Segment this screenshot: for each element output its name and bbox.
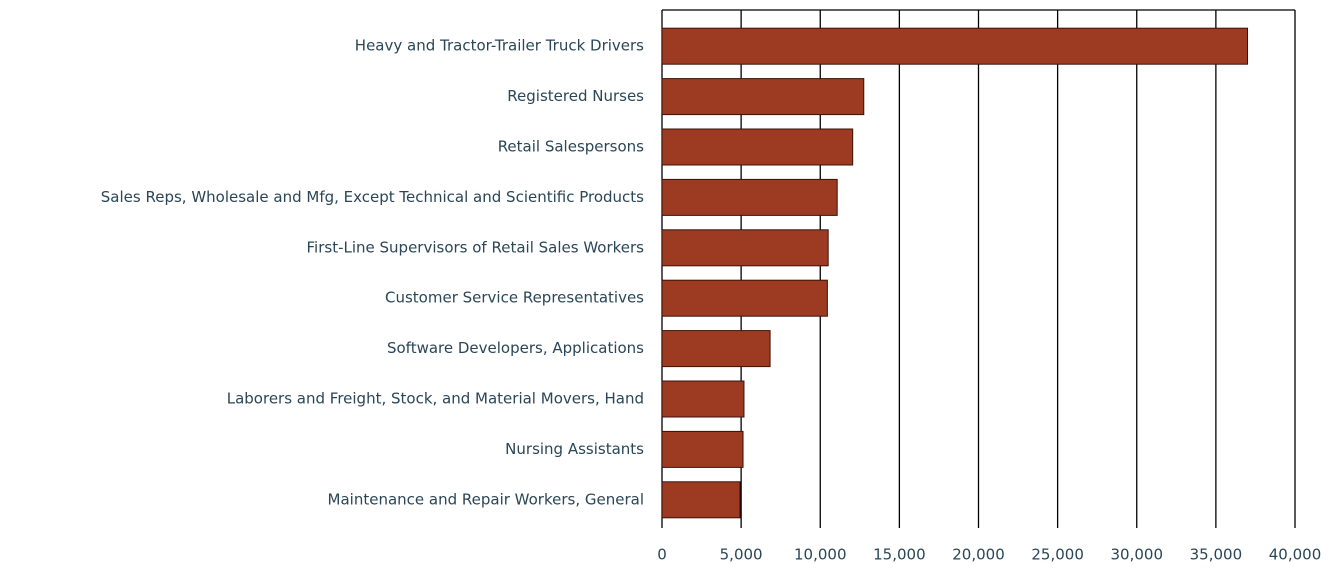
x-tick-label: 40,000 <box>1269 546 1322 564</box>
x-tick-label: 30,000 <box>1111 546 1164 564</box>
x-tick-label: 20,000 <box>952 546 1005 564</box>
bar <box>661 128 854 166</box>
bar <box>661 78 865 116</box>
y-tick-label: Software Developers, Applications <box>387 339 644 357</box>
x-tick-label: 35,000 <box>1190 546 1243 564</box>
bar <box>661 330 771 368</box>
y-tick-label: Heavy and Tractor-Trailer Truck Drivers <box>355 37 644 55</box>
x-tick-label: 0 <box>657 546 667 564</box>
y-tick-label: Maintenance and Repair Workers, General <box>328 490 644 508</box>
y-tick-label: Laborers and Freight, Stock, and Materia… <box>227 390 644 408</box>
x-tick-label: 15,000 <box>873 546 926 564</box>
y-tick-label: Nursing Assistants <box>505 440 644 458</box>
y-tick-label: First-Line Supervisors of Retail Sales W… <box>307 238 645 256</box>
bar <box>661 178 838 216</box>
bar <box>661 481 741 519</box>
x-tick-label: 25,000 <box>1031 546 1084 564</box>
bar <box>661 279 828 317</box>
bar <box>661 229 829 267</box>
y-tick-label: Customer Service Representatives <box>385 289 644 307</box>
x-tick-label: 5,000 <box>720 546 763 564</box>
x-tick-label: 10,000 <box>794 546 847 564</box>
y-tick-label: Sales Reps, Wholesale and Mfg, Except Te… <box>101 188 644 206</box>
bar <box>661 27 1249 65</box>
y-tick-label: Retail Salespersons <box>498 138 644 156</box>
y-tick-label: Registered Nurses <box>507 87 644 105</box>
bar <box>661 380 745 418</box>
bar <box>661 430 744 468</box>
